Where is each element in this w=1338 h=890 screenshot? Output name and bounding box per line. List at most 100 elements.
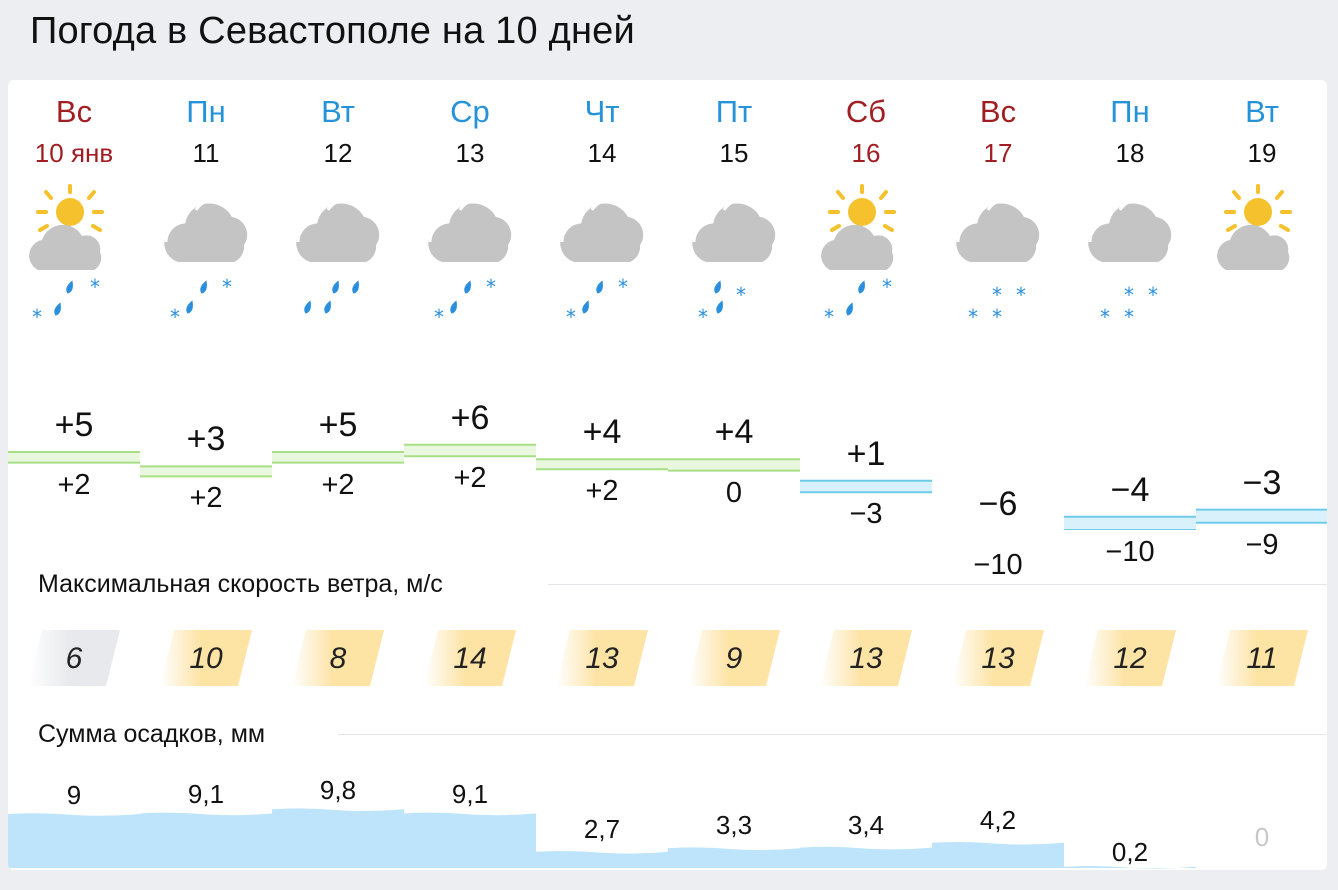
temperature-max: +5	[54, 406, 94, 444]
day-column[interactable]: Ср 13 * *	[404, 80, 536, 330]
temperature-max: +6	[450, 398, 490, 437]
snowflake-icon: *	[698, 305, 708, 324]
snowflake-icon: *	[222, 275, 232, 299]
precip-labels: 9 9,1 9,8 9,1 2,7 3,3 3,4 4,2 0,2 0	[8, 760, 1327, 870]
raindrop-icon	[200, 280, 207, 294]
page-title: Погода в Севастополе на 10 дней	[30, 10, 635, 52]
wind-badge	[292, 630, 384, 686]
temperature-min: +2	[321, 468, 355, 501]
snowflake-icon: *	[992, 283, 1002, 307]
snowflake-icon: *	[1016, 283, 1026, 307]
precipitation-value: 9	[66, 780, 82, 810]
raindrop-icon	[716, 300, 723, 314]
temperature-max: +4	[582, 413, 622, 452]
precipitation-value: 0,2	[1111, 836, 1149, 867]
wind-badge	[1084, 630, 1176, 686]
snowflake-icon: *	[486, 275, 496, 299]
temperature-max: +3	[186, 420, 226, 459]
temperature-max: +5	[318, 406, 358, 444]
snowflake-icon: *	[1148, 283, 1158, 307]
snowflake-icon: *	[882, 275, 892, 299]
day-of-week: Вс	[979, 94, 1017, 129]
cloud-snow-rain-icon: **	[164, 198, 251, 324]
wind-cell: 6	[8, 630, 140, 686]
day-of-week: Вт	[1245, 94, 1279, 129]
wind-badge	[688, 630, 780, 686]
temperature-min: +2	[57, 468, 91, 501]
temperature-min: −10	[1105, 535, 1155, 568]
day-date: 16	[851, 138, 881, 168]
days-row: Вс 10 янв * * Пн 11 * * Вт 12 Ср 13 * * Чт 14 * * Пт 15 * * Сб…	[8, 80, 1327, 340]
day-column[interactable]: Чт 14 * *	[536, 80, 668, 330]
wind-speed: 8	[329, 642, 347, 675]
wind-speed: 6	[65, 642, 83, 675]
day-column[interactable]: Пт 15 * *	[668, 80, 800, 330]
wind-cell: 13	[932, 630, 1064, 686]
precipitation-area	[932, 842, 1064, 868]
precipitation-area	[140, 812, 272, 868]
wind-cell: 14	[404, 630, 536, 686]
precipitation-area	[8, 813, 140, 868]
snowflake-icon: *	[90, 275, 100, 299]
raindrop-icon	[304, 300, 311, 314]
wind-speed: 10	[189, 642, 223, 675]
day-date: 11	[192, 138, 220, 168]
wind-badge	[820, 630, 912, 686]
wind-cell: 13	[536, 630, 668, 686]
wind-badge	[556, 630, 648, 686]
snowflake-icon: *	[968, 305, 978, 324]
precipitation-area	[272, 808, 404, 868]
day-date: 13	[455, 138, 485, 168]
temperature-min: −10	[973, 548, 1023, 581]
day-column[interactable]: Пн 18 * * * *	[1064, 80, 1196, 330]
snowflake-icon: *	[1124, 305, 1134, 324]
day-column[interactable]: Вт 12	[272, 80, 404, 330]
temperature-min: 0	[725, 476, 743, 509]
wind-speed: 13	[585, 642, 619, 675]
wind-speed: 13	[849, 642, 883, 675]
day-of-week: Пт	[715, 94, 753, 129]
wind-speed: 11	[1246, 642, 1278, 675]
temperature-max: +4	[714, 413, 754, 452]
raindrop-icon	[858, 280, 865, 294]
day-column[interactable]: Сб 16 * *	[800, 80, 932, 330]
precipitation-value: 9,8	[319, 775, 357, 806]
temperature-min: +2	[585, 475, 619, 508]
temperature-labels: +5 +2 +3 +2 +5 +2 +6 +2 +4 +2 +4 0 +1 −3 −6 −10 −4 −10 −3 −…	[8, 350, 1327, 581]
forecast-card: Вс 10 янв * * Пн 11 * * Вт 12 Ср 13 * * Чт 14 * * Пт 15 * * Сб…	[8, 80, 1327, 870]
day-of-week: Чт	[584, 94, 620, 129]
cloud-snow-rain-icon: **	[428, 198, 515, 324]
day-date: 19	[1247, 138, 1277, 168]
cloud-snow-rain-icon: **	[560, 198, 647, 324]
raindrop-icon	[464, 280, 471, 294]
precipitation-value: 9,1	[187, 779, 225, 810]
temperature-band	[536, 459, 668, 470]
snowflake-icon: *	[618, 275, 628, 299]
day-column[interactable]: Пн 11 * *	[140, 80, 272, 330]
day-of-week: Пн	[1110, 94, 1150, 129]
temperature-max: +1	[846, 434, 886, 473]
divider	[338, 734, 1327, 735]
precipitation-area	[668, 847, 800, 868]
day-column[interactable]: Вс 10 янв * *	[8, 80, 140, 330]
day-date: 18	[1115, 138, 1145, 168]
temperature-max: −3	[1242, 463, 1282, 502]
wind-cell: 12	[1064, 630, 1196, 686]
precipitation-graph	[8, 808, 1196, 869]
wind-badge	[1216, 630, 1308, 686]
precipitation-value: 3,3	[715, 810, 753, 841]
wind-badge	[160, 630, 252, 686]
wind-cell: 8	[272, 630, 404, 686]
day-column[interactable]: Вс 17 * * * *	[932, 80, 1064, 330]
raindrop-icon	[54, 302, 61, 316]
snowflake-icon: *	[32, 305, 42, 324]
day-column[interactable]: Вт 19	[1196, 80, 1327, 330]
wind-badge	[28, 630, 120, 686]
temperature-band	[668, 459, 800, 471]
snowflake-icon: *	[824, 305, 834, 324]
raindrop-icon	[332, 280, 339, 294]
precipitation-value: 0	[1254, 822, 1270, 852]
raindrop-icon	[582, 300, 589, 314]
day-date: 17	[983, 138, 1013, 168]
day-date: 14	[587, 138, 617, 168]
